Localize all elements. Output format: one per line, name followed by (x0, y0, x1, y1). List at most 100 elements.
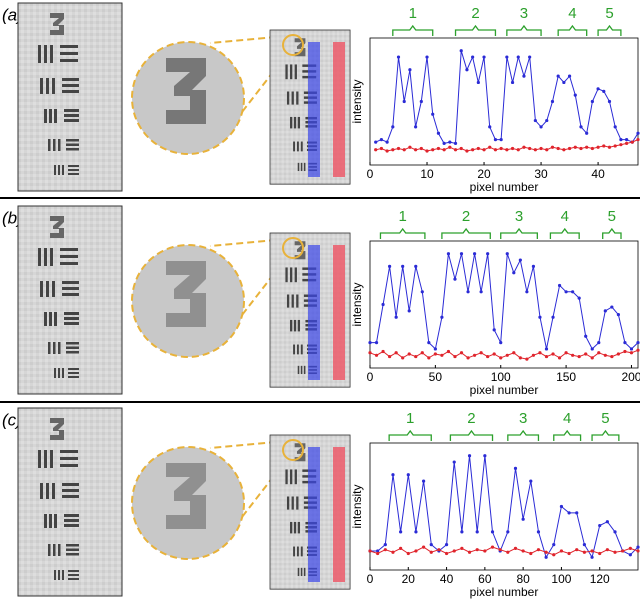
data-point (368, 549, 372, 553)
data-point (590, 555, 594, 559)
roi-circle (282, 237, 304, 259)
panel-label: (c) (2, 410, 22, 429)
data-point (431, 112, 435, 116)
data-point (536, 530, 541, 534)
red-strip (333, 245, 345, 380)
data-point (433, 352, 437, 356)
zoom-circle (131, 446, 245, 560)
data-point (605, 520, 609, 524)
data-point (531, 264, 536, 268)
bracket-label: 2 (467, 410, 475, 427)
red-strip (333, 447, 345, 582)
data-point (376, 549, 380, 553)
x-tick-label: 40 (591, 167, 605, 181)
data-point (505, 148, 509, 152)
data-point (603, 353, 607, 357)
bracket-label: 1 (399, 208, 407, 225)
target-image (17, 2, 123, 192)
bracket (454, 24, 497, 36)
data-point (567, 551, 571, 556)
data-point (521, 549, 525, 553)
data-point (472, 252, 477, 256)
bracket-label: 2 (471, 5, 479, 22)
data-point (518, 356, 522, 360)
data-point (545, 148, 549, 152)
series-line (369, 546, 639, 556)
bracket-label: 3 (520, 5, 528, 22)
data-point (401, 264, 405, 268)
data-point (482, 55, 486, 59)
bracket (392, 24, 434, 36)
data-point (551, 352, 555, 356)
data-point (538, 315, 542, 319)
plot-frame (369, 442, 639, 571)
data-point (488, 125, 492, 129)
y-axis-label: intensity (350, 484, 364, 528)
data-point (381, 349, 385, 354)
data-point (538, 351, 542, 355)
data-point (597, 351, 601, 355)
x-axis-label: pixel number (470, 180, 539, 194)
bracket (553, 429, 582, 441)
bracket (507, 429, 540, 441)
data-point (533, 118, 537, 123)
x-tick-label: 0 (367, 572, 374, 586)
data-point (616, 352, 620, 356)
blue-strip (308, 42, 320, 177)
data-point (499, 341, 503, 345)
data-point (499, 356, 503, 360)
data-point (582, 550, 587, 554)
data-point (419, 146, 423, 151)
data-point (414, 549, 418, 553)
data-point (493, 148, 498, 152)
series-line (375, 50, 639, 145)
data-point (630, 140, 634, 144)
data-point (431, 148, 435, 152)
data-point (467, 550, 472, 554)
data-point (544, 347, 549, 351)
data-point (629, 351, 634, 355)
data-point (636, 348, 640, 352)
data-point (368, 341, 372, 345)
x-tick-label: 120 (590, 572, 610, 586)
data-point (525, 290, 529, 294)
data-point (613, 125, 617, 129)
data-point (528, 55, 532, 59)
bracket (602, 227, 622, 239)
data-point (379, 138, 384, 142)
plot-frame (369, 240, 639, 369)
target-image (17, 205, 123, 395)
data-point (472, 353, 477, 357)
data-point (440, 353, 444, 357)
data-point (590, 356, 594, 360)
data-point (598, 523, 602, 528)
data-point (616, 313, 620, 317)
data-point (536, 548, 541, 552)
data-point (452, 460, 456, 464)
data-point (556, 74, 560, 78)
x-tick-label: 200 (621, 370, 640, 384)
data-point (505, 353, 509, 357)
data-point (564, 351, 568, 355)
data-point (396, 55, 401, 59)
data-point (453, 354, 457, 359)
zoom-digit (166, 58, 206, 124)
data-point (619, 143, 623, 147)
data-point (505, 252, 509, 256)
data-point (482, 148, 486, 152)
target-image (17, 407, 123, 597)
data-point (425, 149, 429, 153)
data-point (391, 125, 395, 129)
x-tick-label: 20 (402, 572, 416, 586)
series-line (370, 253, 639, 350)
bracket (506, 24, 542, 36)
data-point (460, 530, 464, 534)
data-point (636, 545, 640, 549)
data-point (624, 141, 629, 146)
zoom-digit (166, 463, 206, 529)
data-point (629, 347, 634, 351)
data-point (486, 354, 490, 359)
data-point (636, 138, 640, 142)
data-point (598, 551, 602, 556)
data-point (459, 146, 463, 151)
